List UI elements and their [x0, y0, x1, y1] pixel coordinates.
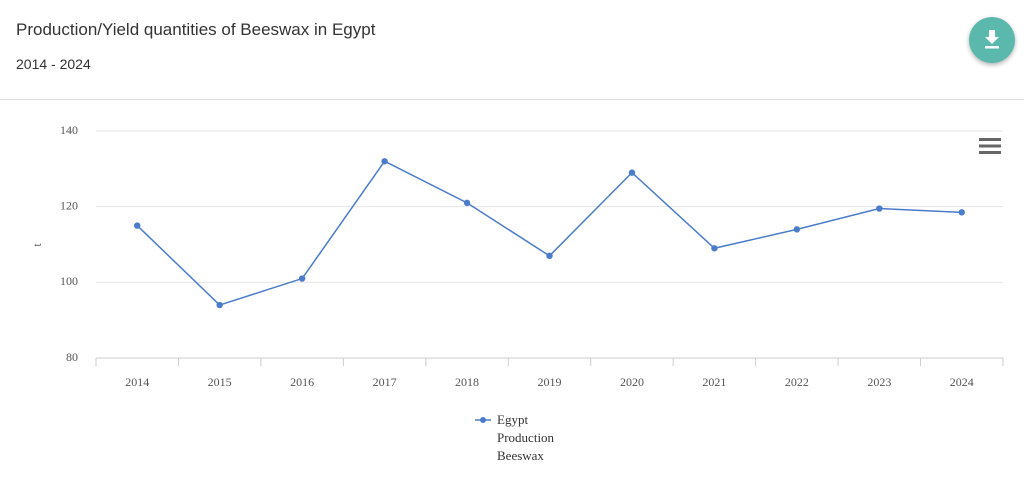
data-point — [793, 226, 801, 233]
y-tick-label: 140 — [60, 123, 78, 137]
legend-label[interactable]: Egypt Production Beeswax — [497, 412, 555, 463]
data-point — [958, 209, 965, 216]
y-axis-label: t — [30, 243, 44, 247]
divider — [0, 99, 1024, 100]
y-tick-label: 80 — [66, 350, 78, 364]
data-point — [216, 301, 223, 309]
menu-button[interactable] — [979, 138, 1001, 154]
data-point — [298, 275, 306, 282]
legend-marker — [480, 417, 486, 423]
data-point — [876, 205, 883, 212]
data-point — [628, 169, 636, 176]
download-button[interactable] — [969, 17, 1015, 63]
y-tick-label: 100 — [60, 274, 78, 288]
chart-title: Production/Yield quantities of Beeswax i… — [16, 20, 376, 39]
x-tick-label: 2017 — [373, 375, 397, 389]
x-tick-label: 2022 — [785, 375, 809, 389]
x-tick-label: 2019 — [538, 375, 562, 389]
download-icon — [985, 30, 999, 49]
x-tick-label: 2021 — [702, 375, 726, 389]
x-tick-label: 2015 — [208, 375, 232, 389]
data-point — [463, 199, 471, 207]
x-tick-label: 2014 — [125, 375, 149, 389]
x-tick-label: 2018 — [455, 375, 479, 389]
series-line — [136, 160, 962, 306]
x-tick-label: 2024 — [950, 375, 974, 389]
data-point — [134, 222, 141, 229]
chart-subtitle: 2014 - 2024 — [16, 56, 91, 72]
y-tick-label: 120 — [60, 198, 78, 212]
x-tick-label: 2023 — [867, 375, 891, 389]
x-tick-label: 2020 — [620, 375, 644, 389]
data-point — [546, 252, 553, 260]
x-tick-label: 2016 — [290, 375, 314, 389]
data-point — [381, 158, 388, 165]
data-point — [711, 245, 718, 252]
